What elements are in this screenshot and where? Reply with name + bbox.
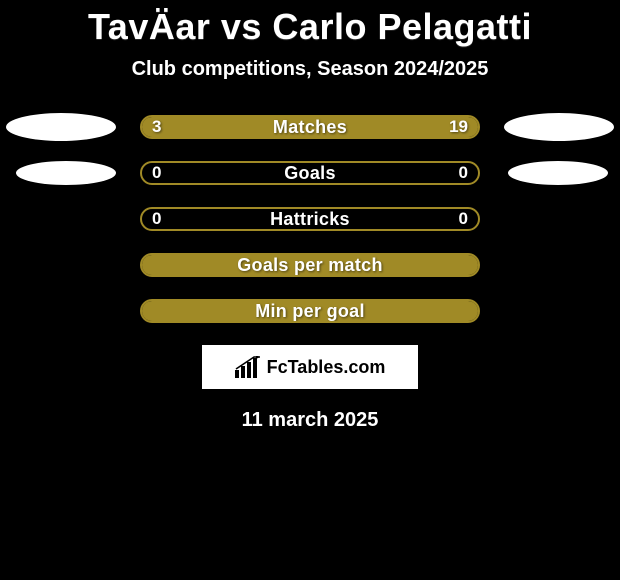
stat-rows: 319Matches 00Goals 00Hattricks Goals per ma…	[0, 115, 620, 323]
page-subtitle: Club competitions, Season 2024/2025	[132, 58, 489, 81]
stat-row: 319Matches	[0, 115, 620, 139]
stat-row: Min per goal	[0, 299, 620, 323]
stat-row: 00Hattricks	[0, 207, 620, 231]
page-title: TavÄar vs Carlo Pelagatti	[88, 6, 532, 48]
stat-label: Goals per match	[142, 255, 478, 275]
player-right-placeholder	[508, 161, 608, 185]
snapshot-date: 11 march 2025	[242, 409, 379, 432]
stat-bar: 00Goals	[140, 161, 480, 185]
stat-label: Goals	[142, 163, 478, 183]
stat-bar: 319Matches	[140, 115, 480, 139]
branding-text: FcTables.com	[267, 357, 386, 378]
stat-bar: Goals per match	[140, 253, 480, 277]
player-left-placeholder	[16, 161, 116, 185]
stat-row: Goals per match	[0, 253, 620, 277]
player-left-placeholder	[6, 113, 116, 141]
stat-bar: Min per goal	[140, 299, 480, 323]
chart-icon	[235, 356, 261, 378]
comparison-card: TavÄar vs Carlo Pelagatti Club competiti…	[0, 0, 620, 432]
stat-label: Hattricks	[142, 209, 478, 229]
stat-bar: 00Hattricks	[140, 207, 480, 231]
player-right-placeholder	[504, 113, 614, 141]
stat-label: Matches	[142, 117, 478, 137]
stat-row: 00Goals	[0, 161, 620, 185]
branding-badge: FcTables.com	[202, 345, 418, 389]
stat-label: Min per goal	[142, 301, 478, 321]
